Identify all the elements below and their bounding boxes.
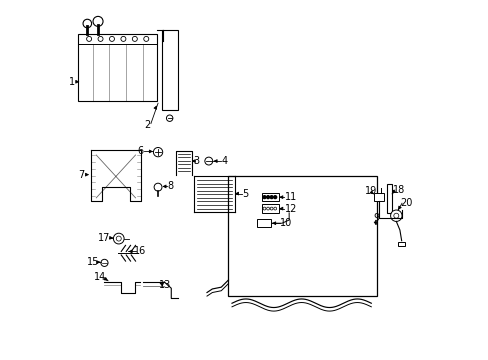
Circle shape xyxy=(270,207,272,210)
Circle shape xyxy=(86,36,91,41)
Circle shape xyxy=(273,196,276,199)
Text: 15: 15 xyxy=(86,257,99,267)
Bar xyxy=(257,219,271,227)
Bar xyxy=(228,176,376,296)
Circle shape xyxy=(270,196,272,199)
Bar xyxy=(261,193,278,202)
Text: 5: 5 xyxy=(242,189,248,199)
Text: 20: 20 xyxy=(399,198,411,208)
Bar xyxy=(78,33,157,102)
Circle shape xyxy=(132,36,137,41)
Text: 18: 18 xyxy=(392,185,404,195)
Bar xyxy=(373,193,383,202)
Text: 17: 17 xyxy=(98,233,110,243)
Circle shape xyxy=(153,148,163,157)
Circle shape xyxy=(143,36,148,41)
Circle shape xyxy=(109,36,114,41)
Circle shape xyxy=(263,196,265,199)
Bar xyxy=(162,30,177,111)
Circle shape xyxy=(154,183,162,191)
Circle shape xyxy=(83,19,91,28)
Text: 9: 9 xyxy=(373,212,379,222)
Circle shape xyxy=(121,36,125,41)
Circle shape xyxy=(98,36,103,41)
Text: 4: 4 xyxy=(221,156,227,166)
Circle shape xyxy=(266,196,269,199)
Text: 13: 13 xyxy=(159,280,171,291)
Text: 2: 2 xyxy=(144,120,150,130)
Text: 12: 12 xyxy=(284,203,296,213)
Circle shape xyxy=(273,207,276,210)
Text: 16: 16 xyxy=(134,247,146,256)
Circle shape xyxy=(204,157,212,165)
Circle shape xyxy=(393,213,398,218)
Circle shape xyxy=(166,115,173,121)
Circle shape xyxy=(101,259,108,266)
Circle shape xyxy=(390,210,401,221)
Bar xyxy=(397,242,404,246)
Text: 19: 19 xyxy=(364,186,376,197)
Text: 8: 8 xyxy=(167,181,173,192)
Text: 6: 6 xyxy=(137,147,143,157)
Circle shape xyxy=(113,233,124,244)
Circle shape xyxy=(116,236,121,241)
Circle shape xyxy=(263,207,265,210)
Circle shape xyxy=(266,207,269,210)
Circle shape xyxy=(93,17,103,26)
Bar xyxy=(261,204,278,213)
Bar xyxy=(386,184,391,213)
Text: 11: 11 xyxy=(284,192,296,202)
Text: 3: 3 xyxy=(193,156,199,166)
Text: 1: 1 xyxy=(69,77,75,87)
Text: 7: 7 xyxy=(78,170,84,180)
Text: 14: 14 xyxy=(94,272,106,282)
Text: 10: 10 xyxy=(280,218,292,228)
